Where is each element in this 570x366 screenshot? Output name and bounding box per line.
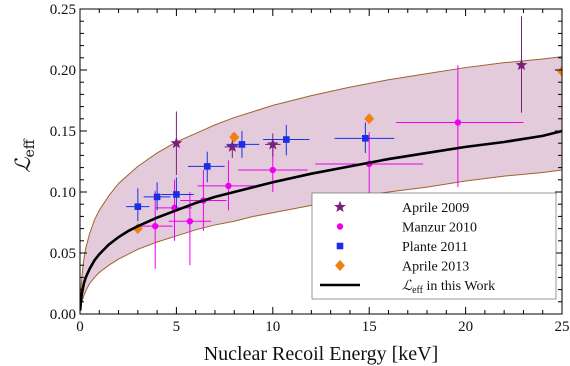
legend-marker-aprile2009 bbox=[334, 200, 346, 213]
x-axis-title: Nuclear Recoil Energy [keV] bbox=[204, 343, 439, 365]
data-point-manzur2010 bbox=[454, 119, 462, 126]
legend-label: Manzur 2010 bbox=[402, 221, 477, 236]
data-point-plante2011 bbox=[203, 163, 211, 170]
data-point-aprile2009 bbox=[226, 140, 239, 152]
legend-label: Aprile 2009 bbox=[402, 201, 469, 216]
data-point-aprile2013 bbox=[364, 113, 375, 125]
data-point-manzur2010 bbox=[151, 222, 159, 230]
legend-label-sub: eff bbox=[412, 285, 424, 296]
data-point-plante2011 bbox=[362, 135, 369, 142]
legend-box bbox=[311, 192, 557, 300]
y-tick-label: 0.00 bbox=[50, 307, 76, 323]
data-point-plante2011 bbox=[134, 203, 142, 210]
y-tick-label: 0.25 bbox=[50, 2, 76, 18]
data-point-manzur2010 bbox=[186, 218, 194, 225]
data-point-plante2011 bbox=[153, 193, 161, 201]
data-point-aprile2013 bbox=[557, 65, 562, 77]
x-tick-label: 25 bbox=[555, 319, 570, 335]
data-point-plante2011 bbox=[282, 136, 290, 143]
legend-label: Aprile 2013 bbox=[402, 260, 469, 275]
data-point-plante2011 bbox=[238, 141, 246, 148]
data-point-aprile2009 bbox=[515, 58, 528, 71]
legend-marker-manzur2010 bbox=[336, 223, 344, 230]
legend-label: ℒeff in this Work bbox=[402, 279, 495, 296]
plot-area bbox=[80, 16, 562, 312]
x-tick-label: 10 bbox=[265, 319, 280, 335]
legend: Aprile 2009 Manzur 2010 Plante 2011 Aprile … bbox=[311, 192, 557, 300]
series-aprile2009 bbox=[170, 16, 528, 175]
legend-item-aprile2013: Aprile 2013 bbox=[335, 260, 469, 275]
y-tick-label: 0.20 bbox=[50, 63, 76, 79]
y-tick-label: 0.05 bbox=[50, 246, 76, 262]
legend-label-rest: in this Work bbox=[423, 279, 495, 294]
y-tick-label: 0.10 bbox=[50, 185, 76, 201]
legend-marker-aprile2013 bbox=[335, 260, 345, 271]
legend-label-main: ℒ bbox=[402, 279, 413, 294]
legend-marker-plante2011 bbox=[336, 242, 344, 250]
data-point-aprile2009 bbox=[266, 138, 279, 150]
plot-frame bbox=[79, 8, 563, 315]
y-tick-label: 0.15 bbox=[50, 124, 76, 140]
legend-item-fit: ℒeff in this Work bbox=[320, 279, 495, 296]
band-lower-edge bbox=[80, 169, 562, 312]
data-point-aprile2009 bbox=[170, 137, 183, 149]
uncertainty-band bbox=[80, 56, 562, 312]
legend-item-aprile2009: Aprile 2009 bbox=[334, 200, 469, 216]
data-point-aprile2013 bbox=[229, 131, 240, 143]
legend-item-plante2011: Plante 2011 bbox=[336, 240, 468, 255]
x-tick-label: 20 bbox=[458, 319, 473, 335]
axes: 0 5 10 15 20 25 0.00 0.05 0.10 0.15 0.20 0.25 bbox=[50, 2, 570, 335]
x-tick-label: 5 bbox=[173, 319, 181, 335]
fit-curve bbox=[80, 129, 562, 311]
legend-label: Plante 2011 bbox=[402, 240, 468, 255]
x-tick-label: 0 bbox=[76, 319, 84, 335]
legend-item-manzur2010: Manzur 2010 bbox=[336, 221, 477, 236]
data-point-manzur2010 bbox=[269, 166, 276, 174]
data-point-plante2011 bbox=[173, 191, 180, 198]
data-point-manzur2010 bbox=[225, 182, 232, 190]
x-tick-label: 15 bbox=[362, 319, 377, 335]
y-axis-title: ℒeff bbox=[11, 138, 38, 172]
series-plante2011 bbox=[126, 122, 395, 222]
